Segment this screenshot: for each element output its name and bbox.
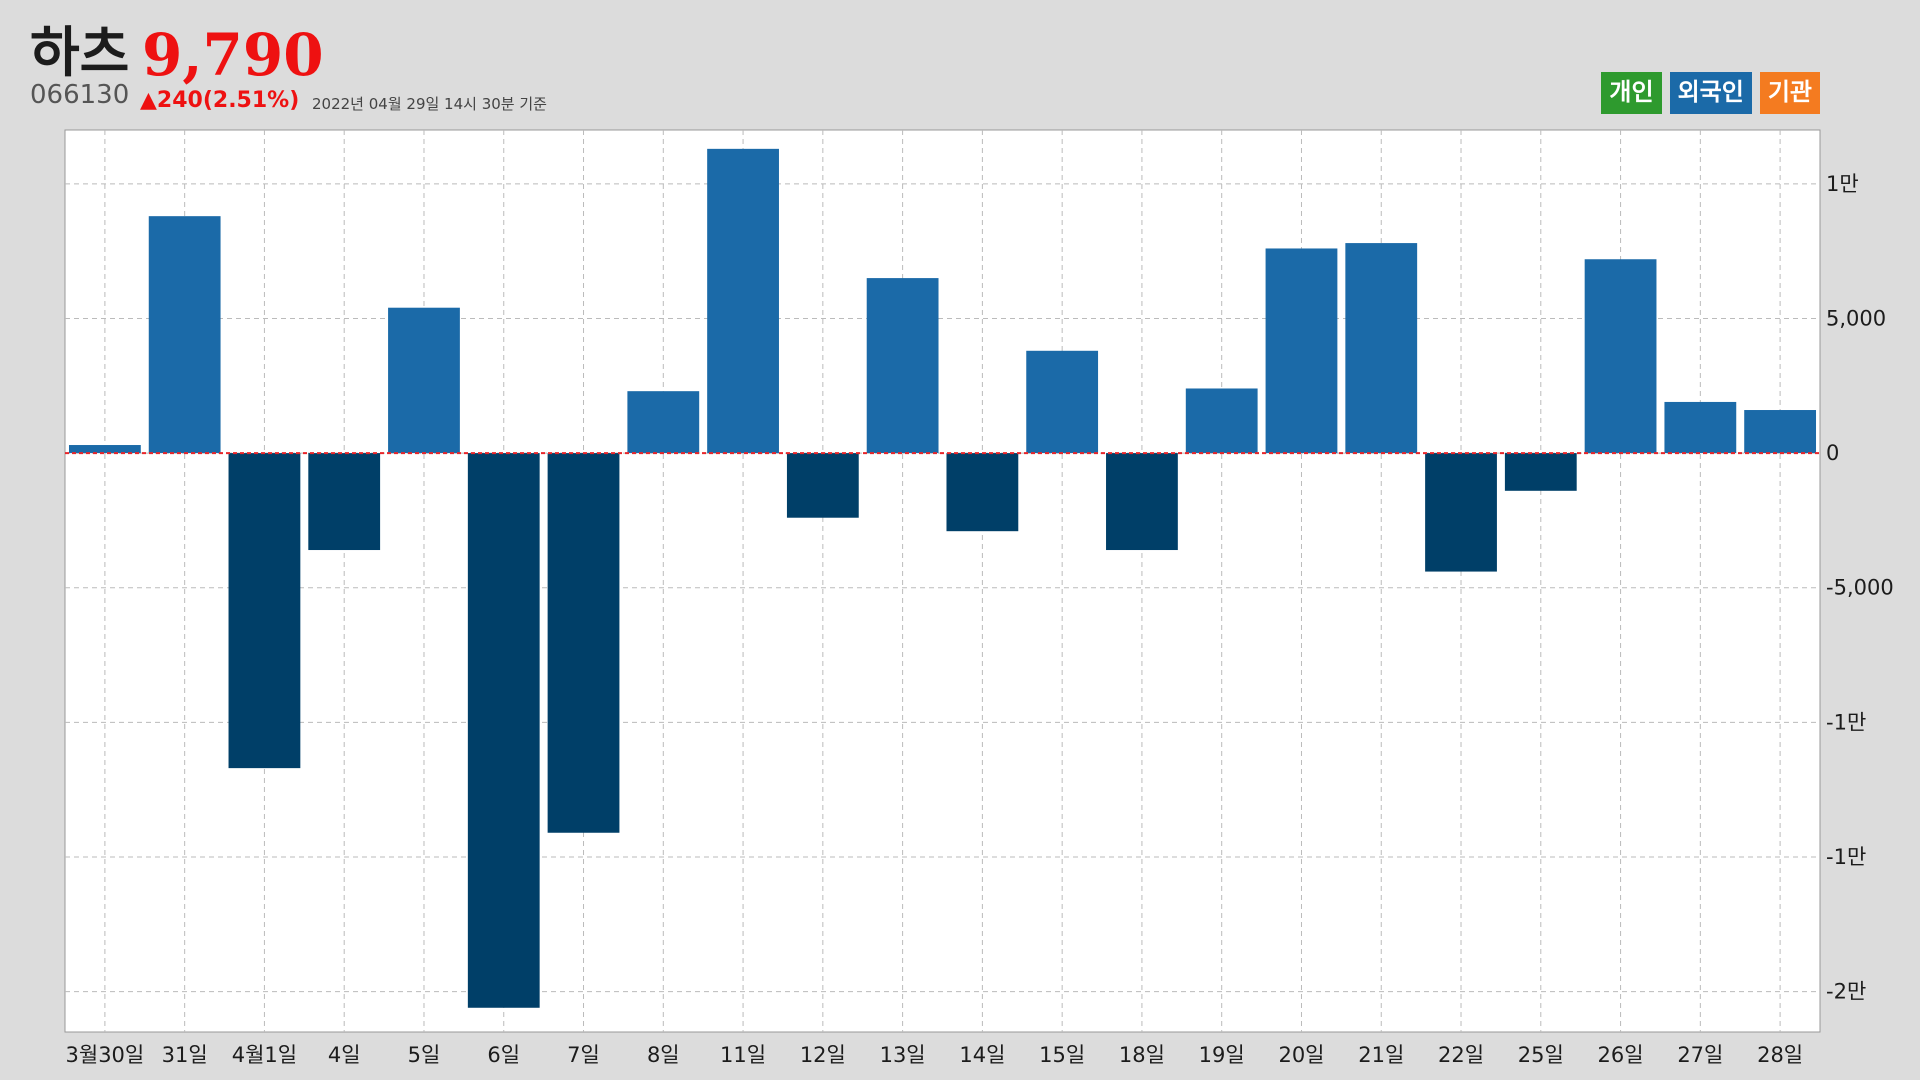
- price-change: ▲240(2.51%): [140, 88, 300, 113]
- x-tick-label: 31일: [162, 1043, 208, 1067]
- legend-foreign[interactable]: 외국인: [1669, 72, 1752, 114]
- x-tick-label: 15일: [1039, 1043, 1085, 1067]
- x-tick-label: 8일: [647, 1043, 680, 1067]
- x-tick-label: 4월1일: [232, 1043, 297, 1067]
- x-tick-label: 11일: [720, 1043, 766, 1067]
- x-tick-label: 12일: [800, 1043, 846, 1067]
- timestamp: 2022년 04월 29일 14시 30분 기준: [312, 95, 547, 113]
- bar-19일[interactable]: [1185, 388, 1258, 454]
- x-tick-label: 5일: [408, 1043, 441, 1067]
- y-tick-label: 1만: [1826, 172, 1859, 196]
- bar-28일[interactable]: [1744, 410, 1817, 454]
- bar-4월1일[interactable]: [228, 453, 301, 769]
- stock-header: 하츠 9,790 066130 ▲240(2.51%) 2022년 04월 29…: [30, 18, 1830, 128]
- bar-20일[interactable]: [1265, 248, 1338, 454]
- bar-12일[interactable]: [786, 453, 859, 518]
- bar-13일[interactable]: [866, 278, 939, 454]
- bar-18일[interactable]: [1106, 453, 1178, 551]
- bar-15일[interactable]: [1026, 350, 1099, 454]
- y-axis-labels: 1만 5,000 0 -5,000 -1만 -1만 -2만: [1826, 172, 1894, 1004]
- x-tick-label: 3월30일: [66, 1043, 145, 1067]
- investor-legend: 개인 외국인 기관: [1601, 72, 1820, 114]
- bar-3월30일[interactable]: [68, 445, 141, 454]
- x-axis-labels: 3월30일 31일 4월1일 4일 5일 6일 7일 8일 11일 12일 13일 14일 15일 18일…: [66, 1043, 1804, 1067]
- plot-area: [64, 129, 1821, 1033]
- bar-26일[interactable]: [1584, 259, 1657, 454]
- y-tick-label: 0: [1826, 441, 1839, 465]
- bar-25일[interactable]: [1504, 453, 1577, 491]
- x-tick-label: 19일: [1199, 1043, 1245, 1067]
- x-tick-label: 14일: [959, 1043, 1005, 1067]
- bar-4일[interactable]: [308, 453, 381, 551]
- legend-individual[interactable]: 개인: [1601, 72, 1662, 114]
- x-tick-label: 25일: [1518, 1043, 1564, 1067]
- x-tick-label: 18일: [1119, 1043, 1165, 1067]
- bar-7일[interactable]: [547, 453, 620, 833]
- bar-22일[interactable]: [1425, 453, 1497, 572]
- bar-5일[interactable]: [388, 307, 460, 454]
- stock-name: 하츠: [30, 21, 130, 84]
- bar-21일[interactable]: [1345, 243, 1418, 454]
- bar-11일[interactable]: [707, 148, 779, 454]
- bar-6일[interactable]: [467, 453, 540, 1008]
- x-tick-label: 21일: [1358, 1043, 1404, 1067]
- x-tick-label: 4일: [328, 1043, 361, 1067]
- bar-31일[interactable]: [148, 216, 221, 454]
- x-tick-label: 22일: [1438, 1043, 1484, 1067]
- y-tick-label: -1만: [1826, 845, 1866, 869]
- y-tick-label: -5,000: [1826, 576, 1894, 600]
- x-tick-label: 28일: [1757, 1043, 1803, 1067]
- y-tick-label: -1만: [1826, 710, 1866, 734]
- x-tick-label: 6일: [487, 1043, 520, 1067]
- bar-27일[interactable]: [1664, 401, 1737, 454]
- x-tick-label: 13일: [880, 1043, 926, 1067]
- x-tick-label: 20일: [1278, 1043, 1324, 1067]
- current-price: 9,790: [142, 21, 324, 89]
- x-tick-label: 26일: [1598, 1043, 1644, 1067]
- y-tick-label: 5,000: [1826, 306, 1886, 330]
- bars: [68, 148, 1817, 1008]
- y-tick-label: -2만: [1826, 980, 1866, 1004]
- bar-14일[interactable]: [946, 453, 1019, 532]
- x-tick-label: 27일: [1677, 1043, 1723, 1067]
- x-tick-label: 7일: [567, 1043, 600, 1067]
- bar-8일[interactable]: [627, 391, 700, 454]
- legend-institution[interactable]: 기관: [1759, 72, 1820, 114]
- stock-code: 066130: [30, 80, 130, 110]
